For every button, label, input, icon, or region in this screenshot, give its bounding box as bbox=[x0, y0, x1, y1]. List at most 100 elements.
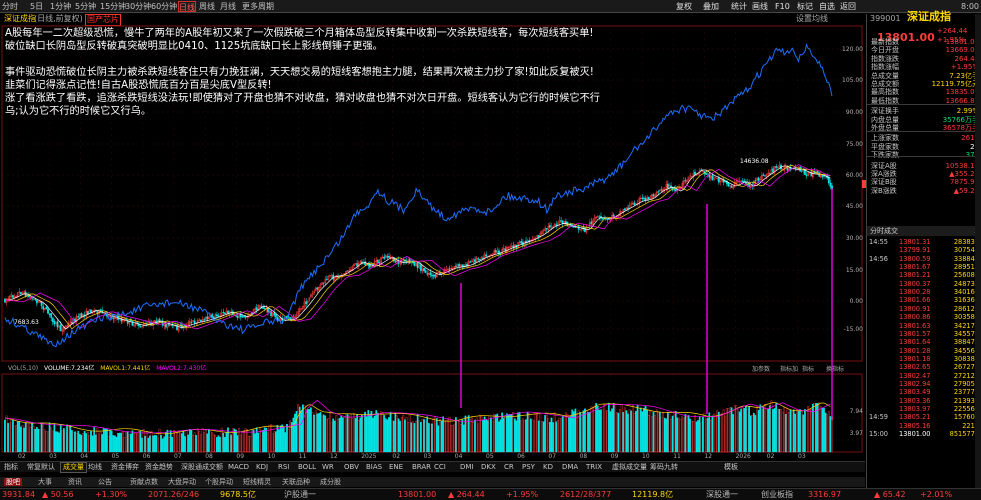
indicator-tab-22[interactable]: DMA bbox=[562, 463, 579, 471]
period-6[interactable]: 60分钟 bbox=[151, 2, 178, 11]
indicator-tab-12[interactable]: OBV bbox=[344, 463, 359, 471]
vol-control-2[interactable]: 指标 bbox=[802, 366, 815, 373]
indicator-tab-2[interactable]: 成交量 bbox=[60, 462, 87, 473]
volume-bar bbox=[391, 420, 394, 453]
indicator-tab-20[interactable]: PSY bbox=[522, 463, 535, 471]
period-0[interactable]: 分时 bbox=[2, 2, 18, 11]
quote-value: 13801.00 bbox=[945, 38, 979, 46]
volume-bar bbox=[188, 429, 191, 453]
vol-control-1[interactable]: 指标加 bbox=[780, 366, 799, 373]
indicator-tab-23[interactable]: TRIX bbox=[586, 463, 602, 471]
indicator-tab-15[interactable]: BRAR bbox=[412, 463, 432, 471]
toolbar-right-1[interactable]: 叠加 bbox=[703, 2, 719, 11]
volume-bar bbox=[125, 431, 127, 453]
indicator-tab-21[interactable]: KD bbox=[543, 463, 553, 471]
vol-control-0[interactable]: 加参数 bbox=[752, 366, 771, 373]
volume-bar bbox=[214, 435, 217, 453]
tick-price: 13801.28 bbox=[899, 346, 931, 355]
indicator-tab-24[interactable]: 虚拟成交量 bbox=[612, 463, 647, 471]
volume-bar bbox=[625, 410, 628, 453]
period-10[interactable]: 更多周期 bbox=[242, 2, 274, 11]
period-7[interactable]: 日线 bbox=[178, 1, 196, 12]
price-candle bbox=[131, 321, 134, 326]
indicator-tab-6[interactable]: 深股通成交额 bbox=[181, 463, 223, 471]
volume-bar bbox=[631, 404, 634, 453]
volume-bar bbox=[437, 425, 440, 453]
indicator-tab-18[interactable]: DKX bbox=[481, 463, 496, 471]
price-candle bbox=[348, 270, 351, 272]
period-4[interactable]: 15分钟 bbox=[100, 2, 127, 11]
indicator-tab-16[interactable]: CCI bbox=[434, 463, 446, 471]
mavol2-line bbox=[4, 399, 831, 434]
tick-vol: 157601 bbox=[953, 413, 979, 422]
toolbar-right-3[interactable]: 画线 bbox=[752, 2, 768, 11]
chart-canvas[interactable] bbox=[0, 0, 866, 470]
price-candle bbox=[651, 194, 653, 199]
bottom-tab-3[interactable]: 公告 bbox=[98, 478, 112, 486]
bottom-tab-1[interactable]: 大事 bbox=[38, 478, 52, 486]
indicator-tab-10[interactable]: BOLL bbox=[298, 463, 316, 471]
toolbar-right-5[interactable]: 标记 bbox=[797, 2, 813, 11]
toolbar-right-6[interactable]: 自选 bbox=[819, 2, 835, 11]
panel-divider bbox=[867, 131, 981, 132]
indicator-tab-26[interactable]: 模板 bbox=[724, 463, 738, 471]
quote-key: 平盘家数 bbox=[871, 142, 899, 151]
toolbar-right-0[interactable]: 复权 bbox=[676, 2, 692, 11]
tick-row: 13800.28 340169 bbox=[867, 288, 981, 296]
period-1[interactable]: 5日 bbox=[30, 2, 44, 11]
x-tick: 03 bbox=[798, 453, 806, 460]
price-candle bbox=[71, 321, 73, 324]
volume-bar bbox=[126, 431, 129, 453]
indicator-tab-8[interactable]: KDJ bbox=[256, 463, 269, 471]
period-9[interactable]: 月线 bbox=[220, 2, 236, 11]
volume-bar bbox=[222, 433, 225, 453]
indicator-tab-17[interactable]: DMI bbox=[460, 463, 474, 471]
indicator-tab-14[interactable]: ENE bbox=[389, 463, 404, 471]
price-candle bbox=[322, 282, 325, 284]
price-candle bbox=[652, 194, 655, 197]
tick-row: 13801.67 289517 bbox=[867, 263, 981, 271]
period-5[interactable]: 30分钟 bbox=[125, 2, 152, 11]
bottom-tab-6[interactable]: 个股异动 bbox=[205, 478, 233, 486]
indicator-tab-1[interactable]: 常复默认 bbox=[27, 463, 55, 471]
indicator-tab-9[interactable]: RSI bbox=[278, 463, 290, 471]
indicator-tab-7[interactable]: MACD bbox=[228, 463, 249, 471]
price-candle bbox=[816, 170, 819, 173]
toolbar-right-2[interactable]: 统计 bbox=[731, 2, 747, 11]
period-2[interactable]: 1分钟 bbox=[50, 2, 72, 11]
indicator-tab-5[interactable]: 资金趋势 bbox=[145, 463, 173, 471]
volume-bar bbox=[588, 411, 591, 453]
bottom-tab-5[interactable]: 大盘异动 bbox=[168, 478, 196, 486]
toolbar-right-7[interactable]: 返回 bbox=[840, 2, 856, 11]
chart-frame bbox=[1, 25, 863, 362]
volume-bar bbox=[558, 417, 561, 453]
annotation-text: A股每年一二次超级恐慌，慢牛了两年的A股年初又来了一次假跌破三个月箱体岛型反转集… bbox=[5, 28, 600, 117]
bottom-tab-4[interactable]: 贡献点数 bbox=[130, 478, 158, 486]
volume-bar bbox=[665, 418, 668, 453]
bottom-tab-8[interactable]: 关联品种 bbox=[282, 478, 310, 486]
volume-bar bbox=[630, 410, 633, 453]
bottom-tab-9[interactable]: 成分股 bbox=[320, 478, 341, 486]
period-8[interactable]: 周线 bbox=[199, 2, 215, 11]
bottom-tab-7[interactable]: 短线精灵 bbox=[243, 478, 271, 486]
volume-bar bbox=[16, 421, 19, 453]
bottom-tab-0[interactable]: 股吧 bbox=[4, 478, 22, 486]
indicator-tab-25[interactable]: 筹码九转 bbox=[650, 463, 678, 471]
indicator-tab-11[interactable]: WR bbox=[322, 463, 334, 471]
bottom-tab-2[interactable]: 资讯 bbox=[68, 478, 82, 486]
indicator-tab-3[interactable]: 均线 bbox=[88, 463, 102, 471]
indicator-tab-19[interactable]: CR bbox=[504, 463, 514, 471]
volume-bar bbox=[488, 415, 491, 453]
indicator-tab-4[interactable]: 资金博弈 bbox=[111, 463, 139, 471]
volume-bar bbox=[228, 433, 231, 453]
indicator-tab-0[interactable]: 指标 bbox=[4, 463, 18, 471]
toolbar-right-4[interactable]: F10 bbox=[775, 2, 790, 11]
period-3[interactable]: 5分钟 bbox=[75, 2, 97, 11]
indicator-tab-13[interactable]: BIAS bbox=[366, 463, 383, 471]
vol-control-3[interactable]: 换指标 bbox=[826, 366, 845, 373]
volume-bar bbox=[93, 427, 96, 453]
right-scrollbar[interactable] bbox=[975, 14, 981, 488]
ma-settings-link[interactable]: 设置均线 bbox=[796, 14, 828, 23]
volume-bar bbox=[711, 415, 714, 453]
tick-price: 13801.63 bbox=[899, 321, 931, 330]
